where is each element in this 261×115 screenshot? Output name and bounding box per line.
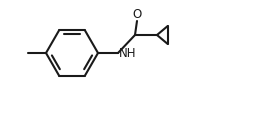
Text: O: O [132,8,142,21]
Text: NH: NH [119,47,137,60]
